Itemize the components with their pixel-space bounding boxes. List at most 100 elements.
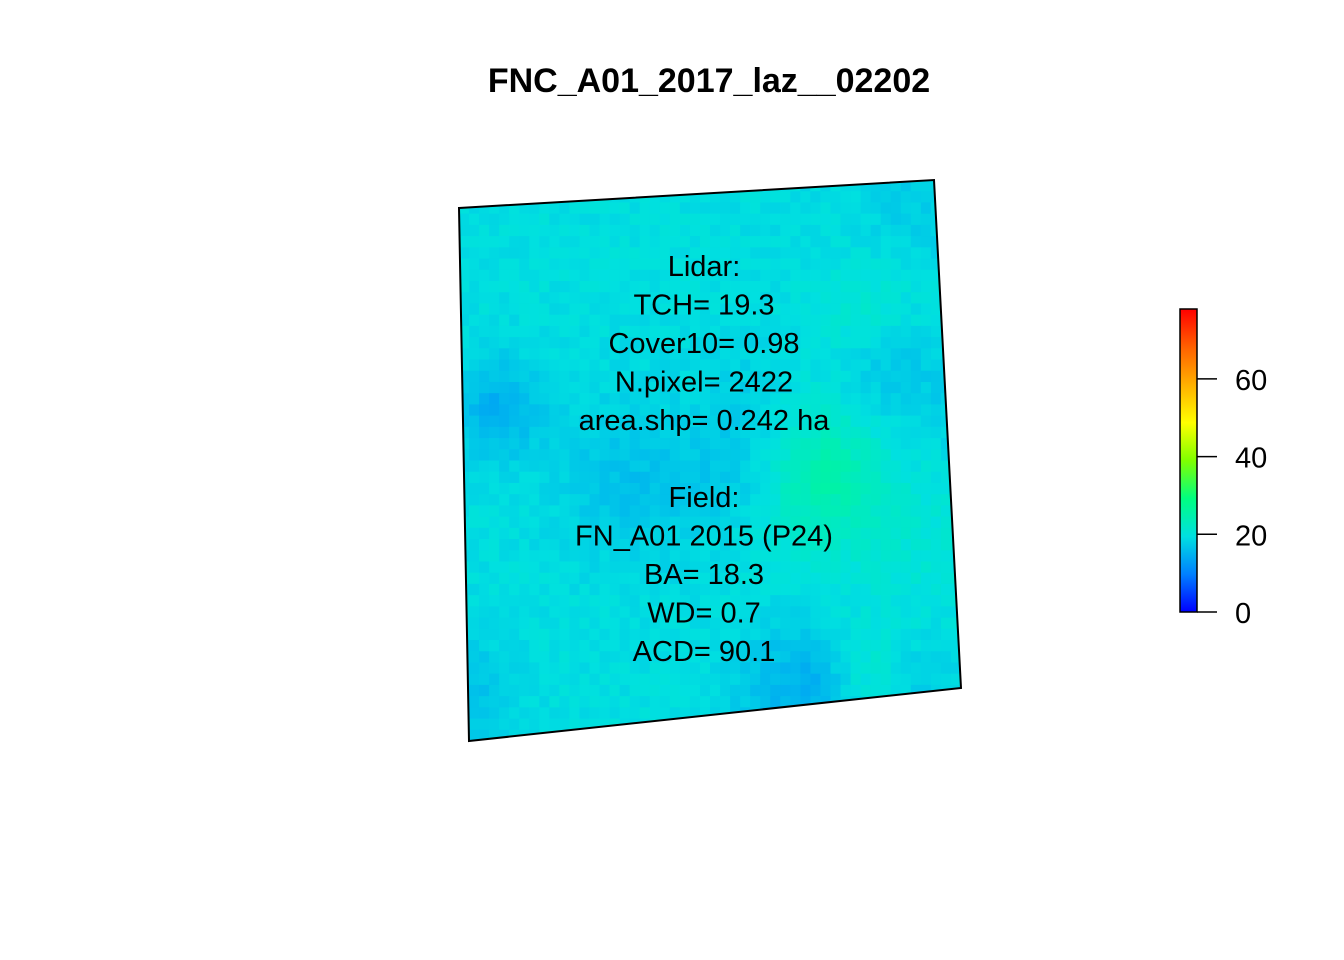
raster-cell bbox=[549, 337, 560, 349]
raster-cell bbox=[669, 583, 681, 596]
raster-cell bbox=[750, 213, 761, 226]
raster-cell bbox=[569, 628, 581, 641]
raster-cell bbox=[890, 404, 902, 417]
raster-cell bbox=[529, 527, 540, 540]
raster-cell bbox=[730, 325, 741, 338]
raster-cell bbox=[649, 213, 661, 226]
raster-cell bbox=[790, 583, 801, 596]
raster-cell bbox=[910, 516, 922, 529]
raster-cell bbox=[669, 370, 681, 383]
raster-cell bbox=[539, 696, 550, 708]
raster-cell bbox=[760, 583, 771, 596]
raster-cell bbox=[740, 673, 751, 686]
raster-cell bbox=[850, 651, 862, 664]
raster-cell bbox=[469, 393, 480, 405]
raster-cell bbox=[730, 516, 741, 529]
raster-cell bbox=[820, 595, 832, 607]
raster-cell bbox=[880, 381, 892, 394]
raster-cell bbox=[790, 180, 801, 192]
raster-cell bbox=[770, 426, 781, 439]
raster-cell bbox=[950, 325, 961, 338]
raster-cell bbox=[639, 404, 651, 417]
raster-cell bbox=[489, 516, 500, 529]
raster-cell bbox=[509, 561, 520, 574]
raster-cell bbox=[850, 381, 862, 394]
raster-cell bbox=[529, 258, 540, 271]
raster-cell bbox=[519, 516, 530, 529]
raster-cell bbox=[810, 662, 822, 675]
raster-cell bbox=[599, 617, 611, 630]
raster-cell bbox=[529, 280, 540, 293]
raster-cell bbox=[930, 359, 942, 372]
raster-cell bbox=[720, 202, 731, 215]
raster-cell bbox=[589, 438, 601, 450]
raster-cell bbox=[549, 707, 560, 720]
raster-cell bbox=[509, 505, 520, 518]
raster-cell bbox=[499, 393, 510, 405]
raster-cell bbox=[549, 258, 560, 271]
raster-cell bbox=[830, 494, 842, 506]
raster-cell bbox=[880, 292, 892, 305]
raster-cell bbox=[720, 449, 731, 462]
raster-cell bbox=[549, 224, 560, 237]
raster-cell bbox=[760, 550, 771, 563]
raster-cell bbox=[569, 482, 581, 495]
raster-cell bbox=[649, 337, 661, 349]
raster-cell bbox=[679, 224, 691, 237]
raster-cell bbox=[880, 471, 892, 484]
raster-cell bbox=[569, 449, 581, 462]
raster-cell bbox=[669, 292, 681, 305]
raster-cell bbox=[940, 471, 952, 484]
raster-cell bbox=[870, 539, 882, 551]
raster-cell bbox=[740, 595, 751, 607]
raster-cell bbox=[800, 606, 811, 619]
raster-cell bbox=[920, 471, 932, 484]
raster-cell bbox=[820, 224, 832, 237]
raster-cell bbox=[599, 359, 611, 372]
raster-cell bbox=[940, 606, 952, 619]
raster-cell bbox=[710, 415, 721, 428]
raster-cell bbox=[539, 393, 550, 405]
raster-cell bbox=[499, 550, 510, 563]
raster-cell bbox=[509, 213, 520, 226]
raster-cell bbox=[679, 460, 691, 473]
raster-cell bbox=[920, 516, 932, 529]
raster-cell bbox=[790, 269, 801, 282]
raster-cell bbox=[649, 180, 661, 192]
raster-cell bbox=[699, 561, 711, 574]
raster-cell bbox=[870, 303, 882, 316]
raster-cell bbox=[870, 460, 882, 473]
raster-cell bbox=[800, 673, 811, 686]
raster-cell bbox=[830, 337, 842, 349]
raster-cell bbox=[469, 258, 480, 271]
raster-cell bbox=[469, 236, 480, 248]
raster-cell bbox=[760, 370, 771, 383]
raster-cell bbox=[890, 258, 902, 271]
raster-cell bbox=[469, 224, 480, 237]
raster-cell bbox=[659, 550, 671, 563]
raster-cell bbox=[900, 460, 912, 473]
raster-cell bbox=[479, 303, 490, 316]
raster-cell bbox=[840, 438, 852, 450]
raster-cell bbox=[890, 438, 902, 450]
raster-cell bbox=[479, 348, 490, 361]
raster-cell bbox=[900, 213, 912, 226]
raster-cell bbox=[840, 550, 852, 563]
raster-cell bbox=[619, 696, 631, 708]
raster-cell bbox=[689, 662, 701, 675]
raster-cell bbox=[840, 404, 852, 417]
raster-cell bbox=[820, 202, 832, 215]
raster-cell bbox=[940, 527, 952, 540]
raster-cell bbox=[890, 482, 902, 495]
raster-cell bbox=[910, 269, 922, 282]
raster-cell bbox=[649, 527, 661, 540]
raster-cell bbox=[870, 729, 882, 741]
raster-cell bbox=[800, 460, 811, 473]
raster-cell bbox=[760, 359, 771, 372]
raster-cell bbox=[689, 247, 701, 260]
raster-cell bbox=[699, 381, 711, 394]
raster-cell bbox=[760, 662, 771, 675]
raster-cell bbox=[760, 236, 771, 248]
raster-cell bbox=[780, 561, 791, 574]
raster-cell bbox=[950, 370, 961, 383]
